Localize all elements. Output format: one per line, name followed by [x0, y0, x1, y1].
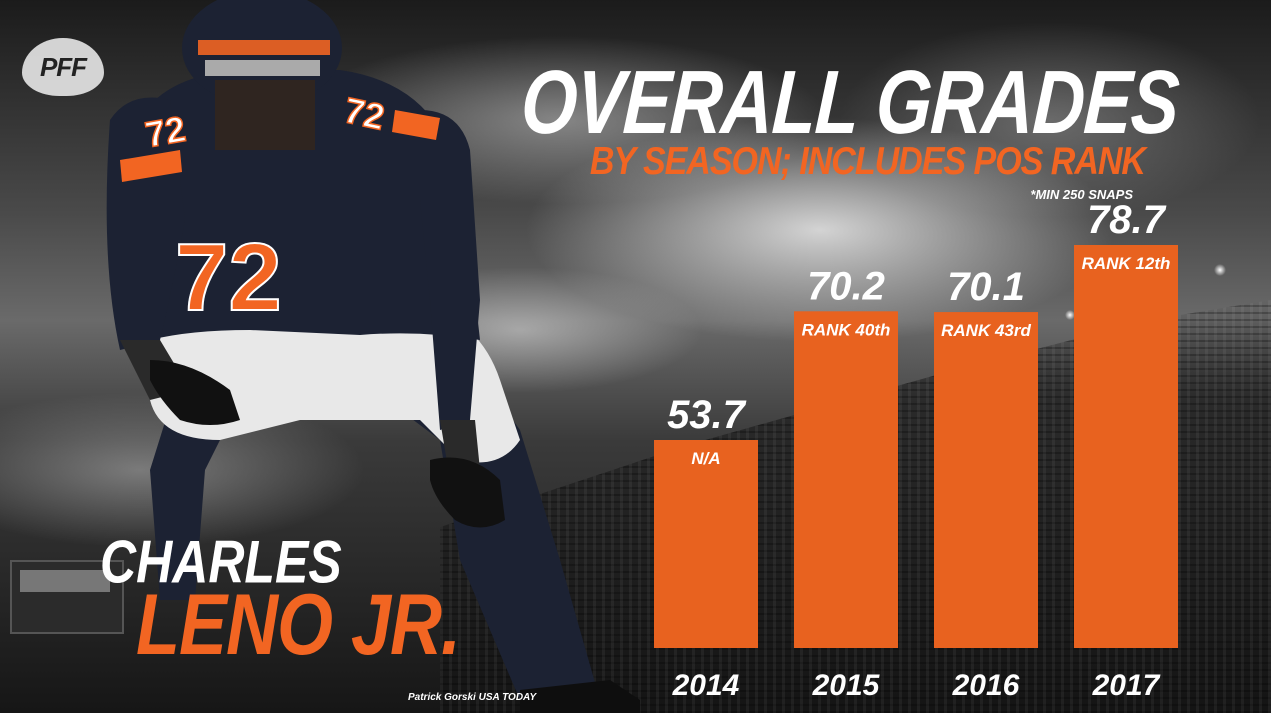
pff-logo: PFF: [22, 38, 104, 96]
value-label-2015: 70.2: [807, 264, 885, 308]
rank-label-2017: RANK 12th: [1082, 254, 1171, 273]
player-last-name: LENO JR.: [136, 577, 461, 674]
rank-label-2015: RANK 40th: [802, 320, 891, 339]
bar-2014: [654, 440, 758, 648]
chart-subtitle: BY SEASON; INCLUDES POS RANK: [589, 139, 1146, 184]
bar-2016: [934, 312, 1038, 648]
x-tick-label-2014: 2014: [672, 669, 740, 702]
photo-credit: Patrick Gorski USA TODAY: [408, 692, 537, 703]
x-tick-label-2015: 2015: [812, 669, 881, 702]
bar-2017: [1074, 245, 1178, 648]
rank-label-2016: RANK 43rd: [941, 321, 1031, 340]
svg-text:72: 72: [142, 108, 189, 155]
value-label-2014: 53.7: [667, 393, 747, 437]
x-tick-label-2017: 2017: [1092, 669, 1161, 702]
footnote: *MIN 250 SNAPS: [1030, 187, 1133, 202]
x-tick-label-2016: 2016: [952, 669, 1020, 702]
scoreboard-background: [10, 560, 124, 634]
value-label-2017: 78.7: [1087, 198, 1167, 242]
bar-2015: [794, 311, 898, 648]
svg-text:72: 72: [341, 89, 389, 137]
player-photo: 72 72 72: [106, 0, 640, 713]
rank-label-2014: N/A: [691, 449, 720, 468]
player-first-name: CHARLES: [100, 528, 342, 596]
value-label-2016: 70.1: [947, 265, 1025, 309]
svg-text:72: 72: [175, 224, 282, 331]
pff-logo-text: PFF: [39, 52, 87, 82]
